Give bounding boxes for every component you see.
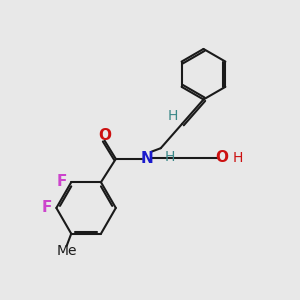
Text: Me: Me xyxy=(56,244,77,258)
Text: H: H xyxy=(168,109,178,122)
Text: F: F xyxy=(42,200,52,215)
Text: O: O xyxy=(216,150,229,165)
Text: F: F xyxy=(56,174,67,189)
Text: H: H xyxy=(164,150,175,164)
Text: H: H xyxy=(233,151,244,165)
Text: O: O xyxy=(98,128,111,142)
Text: N: N xyxy=(141,151,153,166)
